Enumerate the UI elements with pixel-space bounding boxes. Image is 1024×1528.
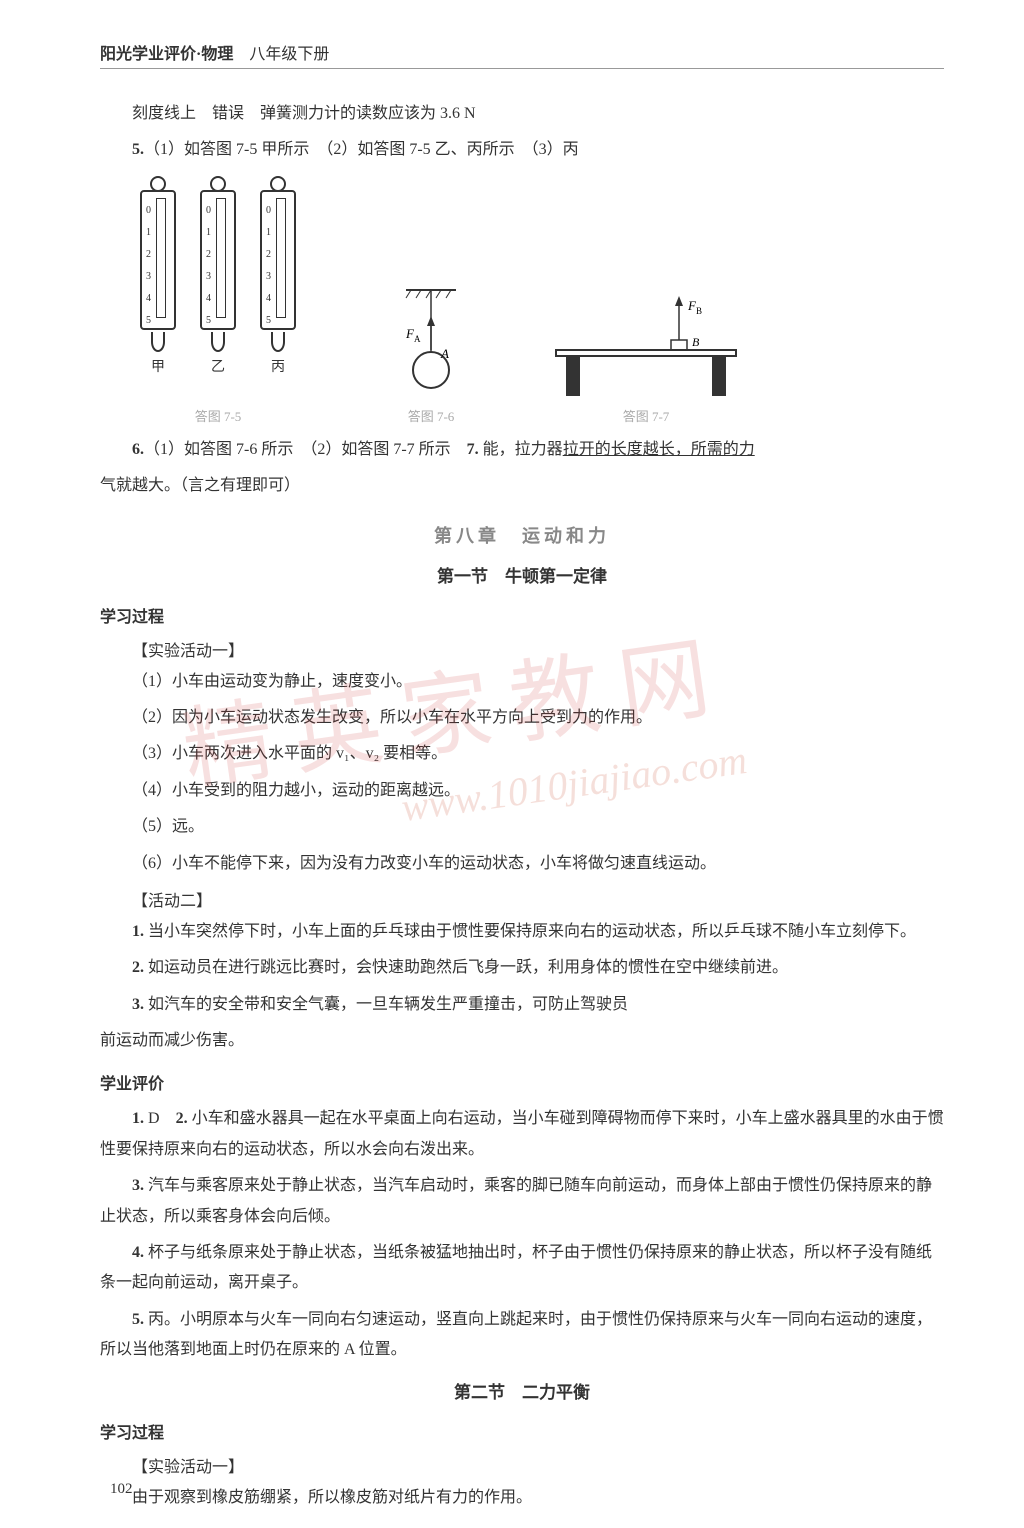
act1-p4: （4）小车受到的阻力越小，运动的距离越远。 — [100, 776, 944, 806]
act2-p3-text: 如汽车的安全带和安全气囊，一旦车辆发生严重撞击，可防止驾驶员 — [144, 996, 628, 1013]
act2-p2: 2. 如运动员在进行跳远比赛时，会快速助跑然后飞身一跃，利用身体的惯性在空中继续… — [100, 953, 944, 983]
q5-prefix: 5. — [132, 141, 144, 158]
q6-text: （1）如答图 7-6 所示 （2）如答图 7-7 所示 — [144, 441, 467, 458]
fig77-svg: F B B — [546, 280, 746, 400]
scale-label-a: 甲 — [151, 356, 165, 376]
eval-p2-prefix: 2. — [176, 1110, 188, 1127]
q7-underline: 拉开的长度越长，所需的力 — [563, 441, 755, 458]
fig76-svg: F A A — [386, 280, 476, 400]
section-2-title: 第二节 二力平衡 — [100, 1378, 944, 1403]
svg-text:B: B — [696, 306, 702, 316]
spring-scale-a: 0 1 2 3 4 5 甲 — [140, 176, 176, 376]
act1b-text: 由于观察到橡皮筋绷紧，所以橡皮筋对纸片有力的作用。 — [100, 1483, 944, 1513]
section-1-title: 第一节 牛顿第一定律 — [100, 562, 944, 587]
spring-scale-b: 0 1 2 3 4 5 乙 — [200, 176, 236, 376]
q7-text: 能，拉力器 — [479, 441, 563, 458]
eval-p1-ans: D — [144, 1110, 176, 1127]
activity-1-label: 【实验活动一】 — [132, 637, 944, 661]
scale-label-c: 丙 — [271, 356, 285, 376]
scale-group: 0 1 2 3 4 5 甲 0 1 — [140, 176, 296, 425]
activity-1b-label: 【实验活动一】 — [132, 1453, 944, 1477]
study-process-2-heading: 学习过程 — [100, 1419, 944, 1443]
q6-cont: 气就越大。（言之有理即可） — [100, 471, 944, 501]
act1-p3: （3）小车两次进入水平面的 v₁、v₂ 要相等。 — [100, 739, 944, 769]
svg-text:B: B — [692, 335, 700, 349]
q5-text: （1）如答图 7-5 甲所示 （2）如答图 7-5 乙、丙所示 （3）丙 — [144, 141, 579, 158]
top-line-2: 5.（1）如答图 7-5 甲所示 （2）如答图 7-5 乙、丙所示 （3）丙 — [100, 135, 944, 165]
act2-p2-prefix: 2. — [132, 959, 144, 976]
act2-p3b: 前运动而减少伤害。 — [100, 1026, 944, 1056]
eval-p3-prefix: 3. — [132, 1177, 144, 1194]
svg-text:A: A — [440, 346, 449, 361]
eval-p1: 1. D 2. 小车和盛水器具一起在水平桌面上向右运动，当小车碰到障碍物而停下来… — [100, 1104, 944, 1165]
eval-p5: 5. 丙。小明原本与火车一同向右匀速运动，竖直向上跳起来时，由于惯性仍保持原来与… — [100, 1305, 944, 1366]
fig-caption-76: 答图 7-6 — [408, 406, 455, 425]
act2-p1-text: 当小车突然停下时，小车上面的乒乓球由于惯性要保持原来向右的运动状态，所以乒乓球不… — [144, 923, 916, 940]
chapter-title: 第八章 运动和力 — [100, 522, 944, 548]
top-line-1: 刻度线上 错误 弹簧测力计的读数应该为 3.6 N — [100, 99, 944, 129]
spring-scale-c: 0 1 2 3 4 5 丙 — [260, 176, 296, 376]
act2-p2-text: 如运动员在进行跳远比赛时，会快速助跑然后飞身一跃，利用身体的惯性在空中继续前进。 — [144, 959, 788, 976]
page-number: 102 — [110, 1481, 133, 1498]
act1-p1: （1）小车由运动变为静止，速度变小。 — [100, 667, 944, 697]
act2-p3: 3. 如汽车的安全带和安全气囊，一旦车辆发生严重撞击，可防止驾驶员 — [100, 990, 944, 1020]
act1-p2: （2）因为小车运动状态发生改变，所以小车在水平方向上受到力的作用。 — [100, 703, 944, 733]
fig-caption-77: 答图 7-7 — [623, 406, 670, 425]
eval-p1-text: 小车和盛水器具一起在水平桌面上向右运动，当小车碰到障碍物而停下来时，小车上盛水器… — [100, 1110, 944, 1157]
act1-p5: （5）远。 — [100, 812, 944, 842]
activity-2-label: 【活动二】 — [132, 887, 944, 911]
eval-p4-text: 杯子与纸条原来处于静止状态，当纸条被猛地抽出时，杯子由于惯性仍保持原来的静止状态… — [100, 1244, 932, 1291]
header-title-bold: 阳光学业评价·物理 — [100, 46, 233, 63]
act2-p1-prefix: 1. — [132, 923, 144, 940]
fig-caption-75: 答图 7-5 — [195, 406, 242, 425]
figure-7-7: F B B 答图 7-7 — [546, 280, 746, 425]
q6-prefix: 6. — [132, 441, 144, 458]
eval-p3: 3. 汽车与乘客原来处于静止状态，当汽车启动时，乘客的脚已随车向前运动，而身体上… — [100, 1171, 944, 1232]
svg-text:A: A — [414, 334, 421, 344]
act1-p6: （6）小车不能停下来，因为没有力改变小车的运动状态，小车将做匀速直线运动。 — [100, 849, 944, 879]
eval-p4: 4. 杯子与纸条原来处于静止状态，当纸条被猛地抽出时，杯子由于惯性仍保持原来的静… — [100, 1238, 944, 1299]
act2-p1: 1. 当小车突然停下时，小车上面的乒乓球由于惯性要保持原来向右的运动状态，所以乒… — [100, 917, 944, 947]
eval-p5-prefix: 5. — [132, 1311, 144, 1328]
header-title-rest: 八年级下册 — [233, 46, 329, 63]
q6-q7-line: 6.（1）如答图 7-6 所示 （2）如答图 7-7 所示 7. 能，拉力器拉开… — [100, 435, 944, 465]
eval-p3-text: 汽车与乘客原来处于静止状态，当汽车启动时，乘客的脚已随车向前运动，而身体上部由于… — [100, 1177, 932, 1224]
eval-heading: 学业评价 — [100, 1070, 944, 1094]
page-header: 阳光学业评价·物理 八年级下册 — [100, 40, 944, 69]
figure-7-6: F A A 答图 7-6 — [386, 280, 476, 425]
eval-p5-text: 丙。小明原本与火车一同向右匀速运动，竖直向上跳起来时，由于惯性仍保持原来与火车一… — [100, 1311, 932, 1358]
eval-p4-prefix: 4. — [132, 1244, 144, 1261]
diagrams-row: 0 1 2 3 4 5 甲 0 1 — [140, 176, 944, 425]
eval-p1-prefix: 1. — [132, 1110, 144, 1127]
scale-label-b: 乙 — [211, 356, 225, 376]
act2-p3-prefix: 3. — [132, 996, 144, 1013]
study-process-heading: 学习过程 — [100, 603, 944, 627]
q7-prefix: 7. — [467, 441, 479, 458]
